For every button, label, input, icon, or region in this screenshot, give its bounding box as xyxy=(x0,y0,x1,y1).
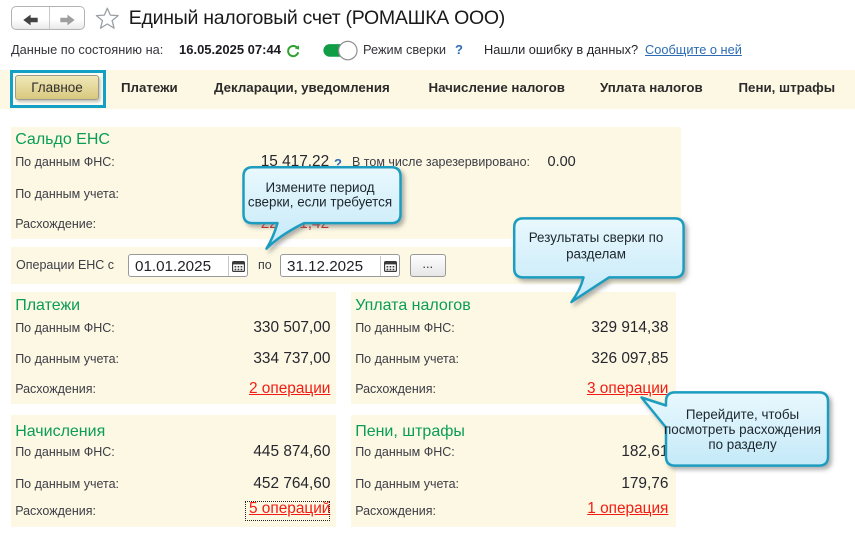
svg-text:по разделу: по разделу xyxy=(708,437,777,452)
svg-text:посмотреть расхождения: посмотреть расхождения xyxy=(664,422,821,437)
svg-text:Перейдите, чтобы: Перейдите, чтобы xyxy=(686,407,799,422)
